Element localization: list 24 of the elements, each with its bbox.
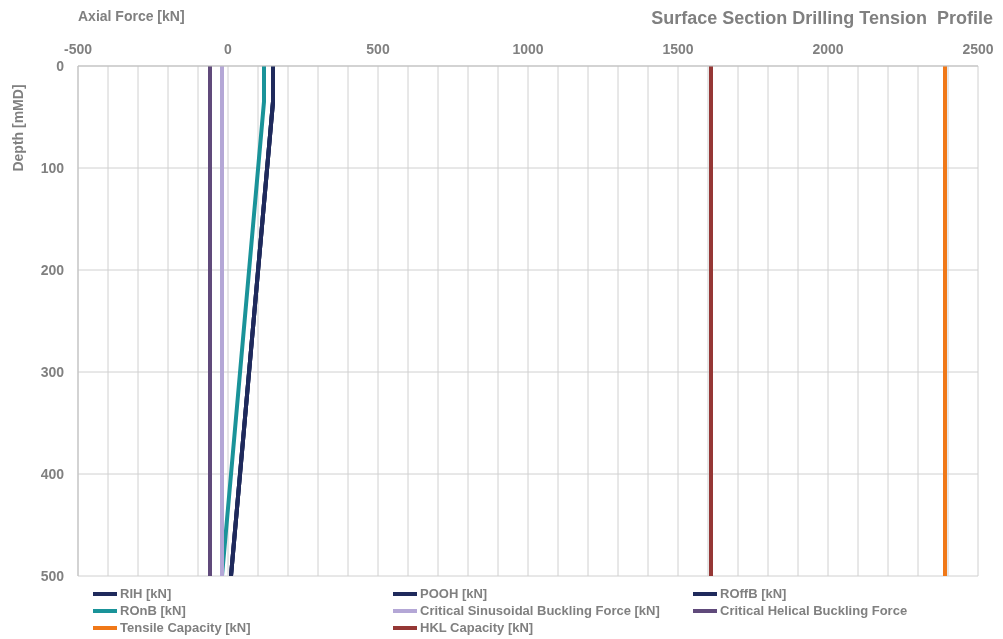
x-axis-title: Axial Force [kN] (78, 8, 185, 24)
y-axis-title: Depth [mMD] (10, 84, 27, 172)
legend-label: Critical Helical Buckling Force (720, 603, 908, 618)
x-tick-label: 0 (224, 41, 233, 57)
legend-label: POOH [kN] (420, 586, 488, 601)
y-tick-label: 400 (40, 466, 65, 482)
y-tick-label: 100 (40, 160, 65, 176)
y-tick-label: 0 (56, 58, 65, 74)
legend-label: Tensile Capacity [kN] (120, 620, 251, 635)
legend-label: HKL Capacity [kN] (420, 620, 534, 635)
x-tick-label: 500 (366, 41, 390, 57)
legend-label: Critical Sinusoidal Buckling Force [kN] (420, 603, 660, 618)
legend-label: ROffB [kN] (720, 586, 787, 601)
y-tick-label: 300 (40, 364, 65, 380)
x-tick-label: 2000 (812, 41, 844, 57)
legend-label: ROnB [kN] (120, 603, 186, 618)
x-tick-label: 1500 (662, 41, 694, 57)
y-tick-label: 500 (40, 568, 65, 584)
y-tick-label: 200 (40, 262, 65, 278)
x-tick-label: 1000 (512, 41, 544, 57)
legend-label: RIH [kN] (120, 586, 172, 601)
x-tick-label: 2500 (962, 41, 994, 57)
x-tick-label: -500 (63, 41, 93, 57)
chart-title: Surface Section Drilling Tension Profile (651, 8, 993, 29)
